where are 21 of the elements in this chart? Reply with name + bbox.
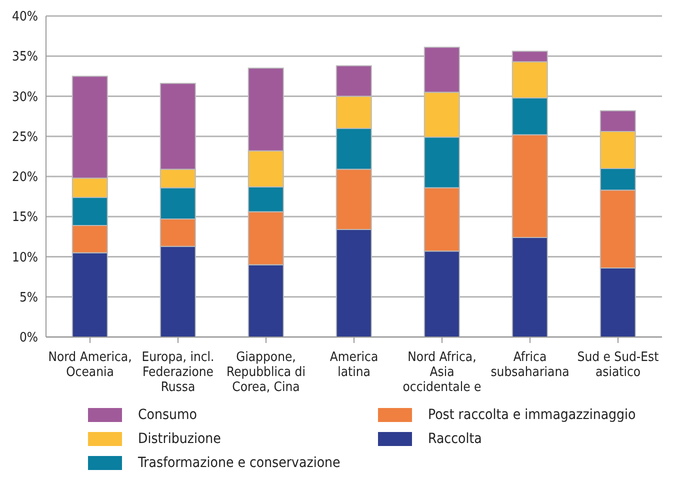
legend-label: Raccolta <box>428 431 482 447</box>
x-tick-label: Nord America, Oceania <box>48 350 132 380</box>
x-tick-label: Giappone, Repubblica di Corea, Cina <box>226 350 306 395</box>
y-tick-label: 0% <box>19 330 38 346</box>
y-tick-label: 5% <box>19 290 38 306</box>
legend-label: Trasformazione e conservazione <box>138 455 340 471</box>
x-tick-label: Sud e Sud-Est asiatico <box>577 350 660 380</box>
x-tick-label: Nord Africa, Asia occidentale e <box>402 350 482 395</box>
y-tick-label: 30% <box>12 90 38 105</box>
x-tick-label: Europa, incl. Federazione Russa <box>142 350 214 395</box>
y-tick-label: 35% <box>12 50 38 65</box>
legend-label: Post raccolta e immagazzinaggio <box>428 407 636 423</box>
x-tick-label: America latina <box>330 350 378 380</box>
legend-label: Distribuzione <box>138 431 221 447</box>
y-tick-label: 40% <box>12 10 38 25</box>
legend-label: Consumo <box>138 407 198 423</box>
x-tick-label: Africa subsahariana <box>490 350 570 380</box>
y-tick-label: 10% <box>12 250 38 266</box>
y-tick-label: 25% <box>12 130 38 145</box>
y-tick-label: 15% <box>12 210 38 226</box>
y-tick-label: 20% <box>12 170 38 186</box>
